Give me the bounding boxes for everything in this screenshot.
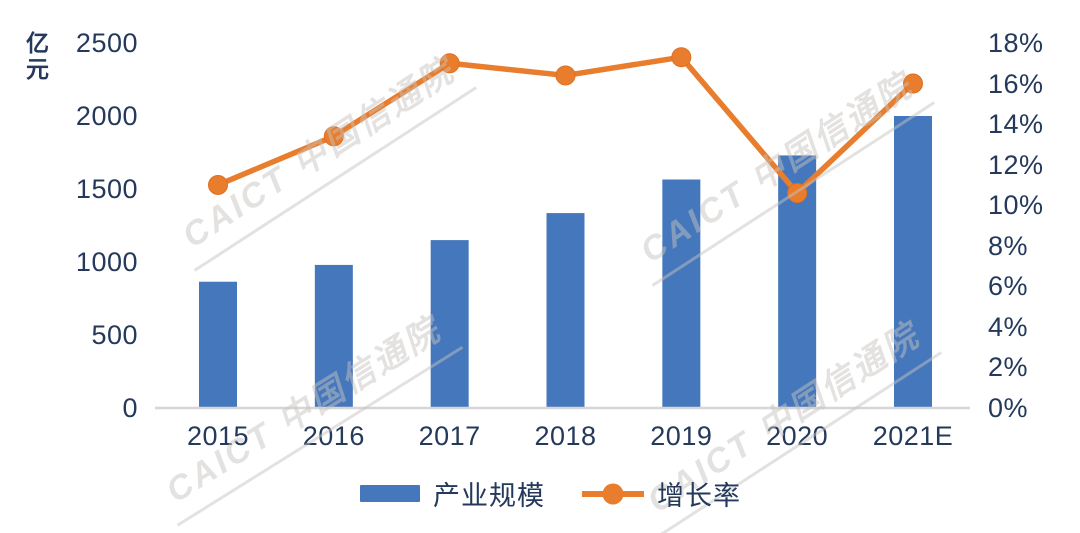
legend-bar-swatch: [360, 485, 420, 502]
x-label-2020: 2020: [766, 421, 829, 451]
bar-2019: [662, 179, 701, 408]
right-tick-16pct: 16%: [988, 68, 1044, 99]
bar-2017: [430, 240, 469, 408]
bar-2018: [546, 213, 585, 408]
left-tick-0: 0: [122, 393, 138, 423]
right-tick-4pct: 4%: [988, 311, 1029, 342]
x-label-2017: 2017: [418, 421, 481, 451]
marker-2015: [208, 174, 228, 195]
x-label-2018: 2018: [534, 421, 597, 451]
right-tick-6pct: 6%: [988, 271, 1029, 302]
left-tick-2500: 2500: [75, 28, 138, 58]
bar-2015: [199, 281, 237, 408]
bar-2021E: [893, 116, 932, 408]
x-label-2019: 2019: [650, 421, 713, 451]
right-tick-10pct: 10%: [988, 190, 1044, 221]
bar-2016: [314, 264, 353, 408]
left-tick-1000: 1000: [75, 247, 138, 277]
marker-2019: [671, 47, 692, 68]
legend-line-swatch: [582, 483, 644, 504]
right-tick-8pct: 8%: [988, 230, 1029, 261]
marker-2016: [323, 126, 344, 147]
x-label-2015: 2015: [186, 421, 250, 451]
left-axis-unit-label: 亿元: [26, 30, 49, 82]
marker-2020: [787, 183, 808, 204]
right-tick-18pct: 18%: [988, 28, 1044, 58]
right-tick-2pct: 2%: [988, 352, 1029, 383]
legend-bar-label: 产业规模: [433, 481, 545, 511]
right-tick-12pct: 12%: [988, 149, 1044, 180]
legend: 产业规模 增长率: [360, 474, 741, 513]
left-tick-500: 500: [91, 320, 138, 350]
marker-2017: [439, 53, 460, 74]
right-tick-14pct: 14%: [988, 109, 1044, 140]
x-label-2021E: 2021E: [872, 421, 954, 451]
legend-line-label: 增长率: [657, 481, 741, 511]
left-tick-1500: 1500: [75, 174, 138, 204]
marker-2021E: [902, 73, 923, 94]
marker-2018: [555, 65, 576, 86]
unit-char: 元: [26, 56, 49, 82]
x-label-2016: 2016: [302, 421, 365, 451]
unit-char: 亿: [26, 30, 49, 56]
left-tick-2000: 2000: [75, 101, 138, 131]
legend-line-marker-icon: [602, 483, 624, 504]
right-tick-0pct: 0%: [988, 393, 1029, 423]
